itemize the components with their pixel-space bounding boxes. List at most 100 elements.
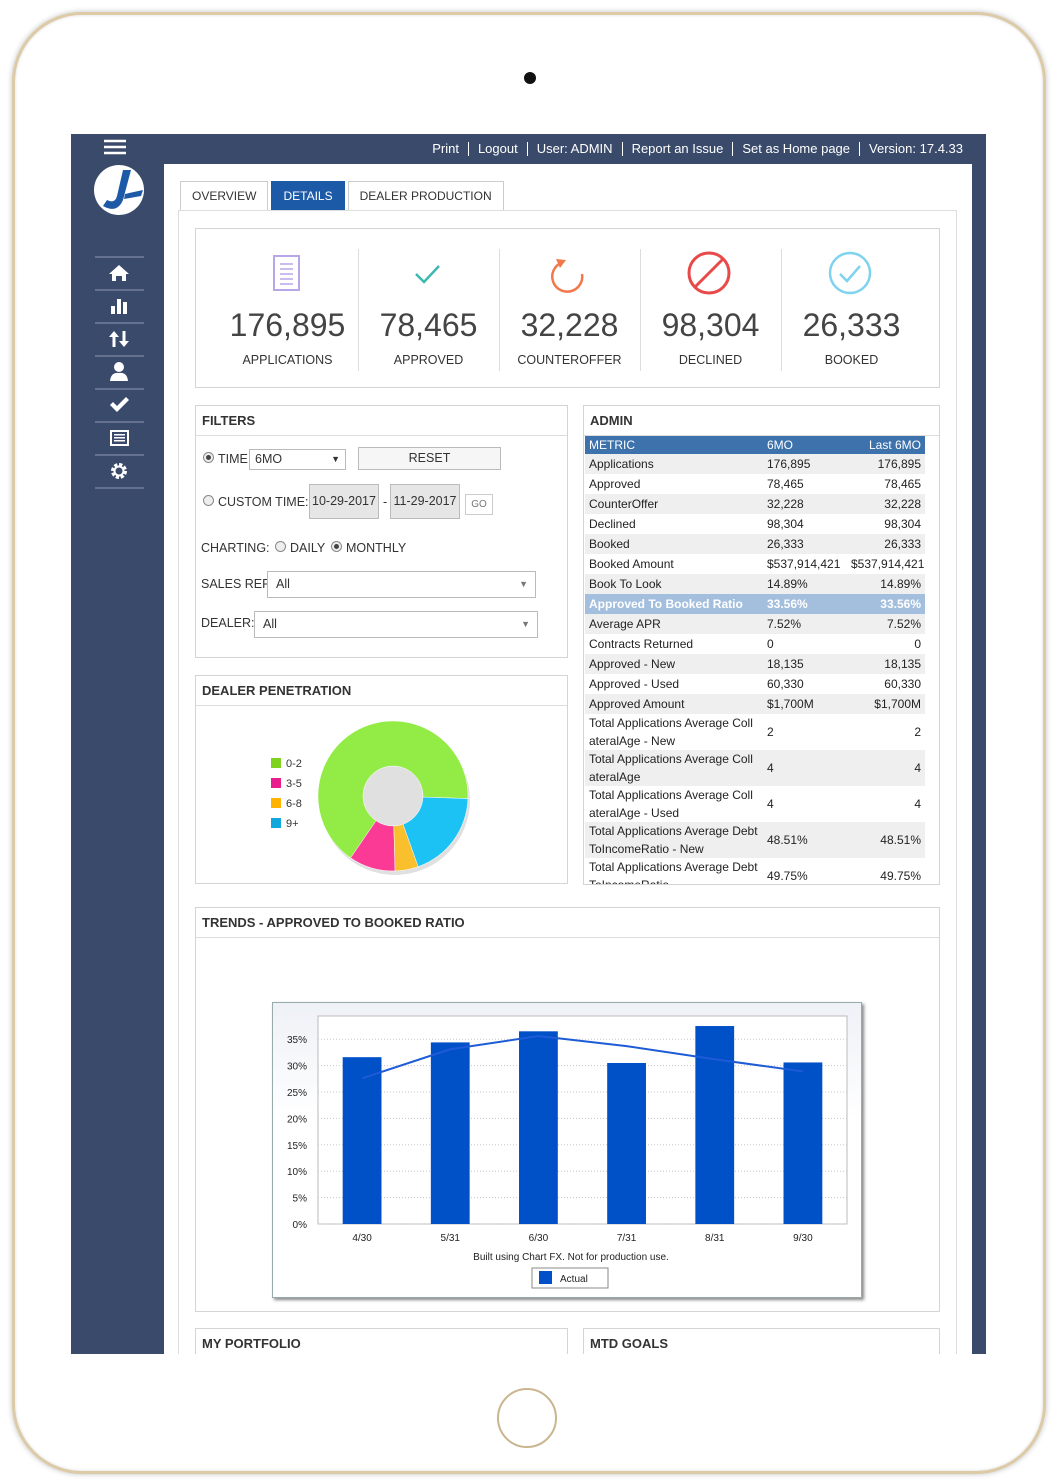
content: OVERVIEW DETAILS DEALER PRODUCTION 176,895… bbox=[164, 164, 972, 1354]
table-row: Book To Look 14.89% 14.89% bbox=[585, 574, 925, 594]
menu-icon[interactable] bbox=[104, 139, 126, 155]
table-row: Applications 176,895 176,895 bbox=[585, 454, 925, 474]
top-link[interactable]: Version: 17.4.33 bbox=[859, 142, 972, 156]
booked-icon bbox=[828, 251, 872, 295]
tab[interactable]: DEALER PRODUCTION bbox=[347, 181, 504, 211]
kpi-value: 176,895 bbox=[229, 307, 346, 343]
time-select[interactable]: 6MO ▼ bbox=[249, 449, 346, 470]
label: CHARTING: bbox=[201, 541, 270, 555]
trends-panel: TRENDS - APPROVED TO BOOKED RATIO 0% 5% 10… bbox=[195, 907, 940, 1312]
home-icon[interactable] bbox=[109, 265, 129, 281]
top-link[interactable]: Set as Home page bbox=[732, 142, 859, 156]
tabs: OVERVIEW DETAILS DEALER PRODUCTION bbox=[180, 181, 507, 211]
sort-icon[interactable] bbox=[109, 331, 129, 347]
y-tick-label: 20% bbox=[287, 1114, 307, 1125]
admin-table: METRIC 6MO Last 6MO Applications 176,895 176,… bbox=[585, 436, 925, 884]
table-cell: 4 bbox=[914, 797, 921, 811]
home-button[interactable] bbox=[497, 1388, 557, 1448]
tab[interactable]: OVERVIEW bbox=[180, 181, 269, 211]
table-cell: Average APR bbox=[589, 617, 661, 631]
table-cell: 18,135 bbox=[767, 657, 804, 671]
applications-icon bbox=[273, 255, 300, 291]
kpi-value: 98,304 bbox=[661, 307, 760, 343]
kpi-label: APPLICATIONS bbox=[242, 353, 333, 367]
legend-label: 9+ bbox=[286, 818, 299, 830]
kpi-separator bbox=[640, 249, 641, 371]
donut-slice bbox=[317, 720, 469, 859]
chart-icon[interactable] bbox=[111, 299, 127, 314]
kpi-label: APPROVED bbox=[393, 353, 464, 367]
user-icon[interactable] bbox=[110, 362, 128, 381]
top-link[interactable]: Print bbox=[432, 141, 459, 156]
reset-button[interactable]: RESET bbox=[358, 447, 501, 470]
x-tick-label: 5/31 bbox=[441, 1233, 461, 1244]
tab[interactable]: DETAILS bbox=[271, 181, 345, 211]
label: TIME bbox=[218, 452, 248, 466]
top-link[interactable]: Report an Issue bbox=[621, 142, 733, 156]
table-cell: Contracts Returned bbox=[589, 637, 694, 651]
table-cell: 14.89% bbox=[767, 577, 808, 591]
legend-swatch bbox=[271, 818, 281, 828]
table-cell: 78,465 bbox=[767, 477, 804, 491]
x-tick-label: 8/31 bbox=[705, 1233, 725, 1244]
y-tick-label: 25% bbox=[287, 1088, 307, 1099]
legend-label: Actual bbox=[560, 1274, 588, 1285]
kpi-value: 78,465 bbox=[379, 307, 478, 343]
table-cell: 7.52% bbox=[767, 617, 802, 631]
table-cell: 98,304 bbox=[767, 517, 804, 531]
bar bbox=[783, 1062, 823, 1224]
kpi-value: 26,333 bbox=[802, 307, 901, 343]
select-value: All bbox=[276, 577, 290, 591]
table-cell: 26,333 bbox=[767, 537, 804, 551]
y-tick-label: 35% bbox=[287, 1035, 307, 1046]
bar bbox=[519, 1031, 558, 1224]
trend-line bbox=[361, 1035, 804, 1080]
time-radio[interactable] bbox=[203, 452, 214, 463]
table-cell: Approved To Booked Ratio bbox=[589, 597, 743, 611]
table-cell: $537,914,421 bbox=[851, 557, 925, 571]
check-icon[interactable] bbox=[110, 397, 129, 412]
settings-icon[interactable] bbox=[111, 463, 127, 479]
column-header: 6MO bbox=[767, 438, 794, 452]
table-cell: 26,333 bbox=[884, 537, 921, 551]
logo bbox=[94, 165, 144, 215]
sales-rep-select[interactable]: All ▼ bbox=[267, 571, 536, 598]
label: CUSTOM TIME: bbox=[218, 495, 309, 509]
declined-icon bbox=[687, 251, 731, 295]
date-from[interactable]: 10-29-2017 bbox=[309, 484, 379, 519]
top-bar: Print Logout User: ADMIN Report an Issue Set… bbox=[423, 134, 972, 164]
table-cell: 78,465 bbox=[884, 477, 921, 491]
table-cell: 176,895 bbox=[877, 457, 921, 471]
table-cell: 176,895 bbox=[767, 457, 811, 471]
filters-panel: FILTERS TIME 6MO ▼ RESET CUSTOM TIME: 10-… bbox=[195, 405, 568, 658]
list-icon[interactable] bbox=[110, 430, 129, 446]
go-button[interactable]: GO bbox=[465, 494, 493, 515]
bar bbox=[607, 1062, 646, 1224]
custom-time-radio[interactable] bbox=[203, 495, 214, 506]
kpi-box: 176,895 APPLICATIONS 78,465 APPROVED 32,228 C… bbox=[195, 228, 940, 388]
table-cell: 98,304 bbox=[884, 517, 921, 531]
monthly-radio[interactable] bbox=[331, 541, 342, 552]
table-cell: Approved Amount bbox=[589, 697, 685, 711]
table-row: Approved - New 18,135 18,135 bbox=[585, 654, 925, 674]
legend-label: 6-8 bbox=[286, 798, 302, 810]
kpi-icons bbox=[273, 251, 872, 295]
dealer-penetration-panel: DEALER PENETRATION 0-2 3-5 6-8 9+ bbox=[195, 675, 568, 884]
table-row: Average APR 7.52% 7.52% bbox=[585, 614, 925, 634]
table-cell: Total Applications Average CollateralAge bbox=[589, 752, 753, 784]
date-to[interactable]: 11-29-2017 bbox=[390, 484, 460, 519]
daily-radio[interactable] bbox=[275, 541, 286, 552]
panel-title: MY PORTFOLIO bbox=[196, 1329, 567, 1354]
top-link[interactable]: Logout bbox=[467, 142, 527, 156]
table-row: Approved 78,465 78,465 bbox=[585, 474, 925, 494]
x-tick-label: 9/30 bbox=[793, 1233, 813, 1244]
kpi-separator bbox=[499, 249, 500, 371]
plot-area bbox=[317, 1015, 848, 1225]
donut-chart: 0-2 3-5 6-8 9+ bbox=[271, 720, 470, 875]
table-cell: $1,700M bbox=[874, 697, 921, 711]
sidebar bbox=[94, 139, 144, 489]
dealer-select[interactable]: All ▼ bbox=[254, 611, 538, 638]
y-tick-label: 5% bbox=[293, 1194, 308, 1205]
x-tick-label: 4/30 bbox=[352, 1233, 372, 1244]
top-link[interactable]: User: ADMIN bbox=[526, 142, 622, 156]
